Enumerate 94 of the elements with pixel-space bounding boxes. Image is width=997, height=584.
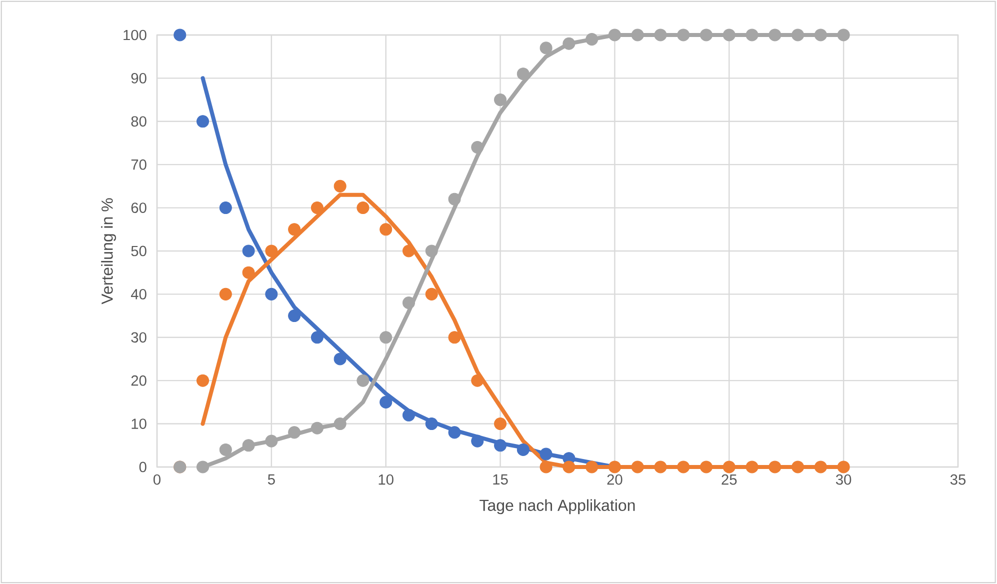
point [174, 28, 186, 42]
point [356, 202, 370, 214]
point [425, 244, 438, 258]
x-tick-label: 35 [950, 474, 966, 485]
y-tick-label: 50 [131, 246, 146, 256]
y-tick-label: 60 [131, 202, 146, 213]
point [265, 434, 278, 448]
point [837, 460, 850, 474]
point [540, 460, 552, 474]
point [677, 460, 690, 474]
point [448, 331, 461, 344]
point [746, 460, 758, 474]
point [402, 296, 416, 310]
point [288, 223, 301, 236]
point [425, 288, 438, 300]
x-tick-label: 5 [268, 474, 275, 485]
point [516, 443, 530, 456]
point [265, 288, 278, 300]
y-tick-label: 0 [139, 462, 146, 472]
y-tick-label: 80 [131, 116, 146, 127]
point [402, 408, 416, 422]
point [380, 223, 392, 236]
point [288, 310, 301, 322]
point [310, 202, 324, 214]
x-tick-label: 20 [607, 474, 622, 485]
point [196, 115, 210, 128]
point [654, 28, 667, 42]
y-tick-label: 70 [131, 159, 146, 170]
point [242, 266, 255, 279]
point [402, 244, 416, 258]
point [380, 331, 392, 344]
x-tick-label: 0 [153, 474, 160, 485]
point [310, 422, 324, 434]
point [540, 42, 552, 54]
y-tick-label: 20 [131, 375, 146, 386]
point [768, 28, 782, 42]
point [631, 28, 644, 42]
y-tick-label: 90 [131, 73, 146, 84]
x-axis-title: Tage nach Applikation [480, 499, 635, 514]
point [310, 331, 324, 344]
point [562, 37, 576, 50]
point [494, 94, 507, 106]
point [196, 374, 210, 387]
point [677, 28, 690, 42]
point [608, 460, 621, 474]
point [494, 439, 507, 452]
point [448, 426, 461, 439]
y-tick-label: 40 [130, 289, 146, 300]
point [265, 244, 278, 258]
x-tick-label: 10 [378, 474, 394, 485]
point [722, 28, 736, 42]
point [700, 460, 713, 474]
point [746, 28, 758, 42]
point [471, 374, 484, 387]
y-tick-label: 100 [124, 30, 146, 40]
x-tick-label: 30 [836, 474, 852, 485]
point [288, 426, 301, 439]
point [471, 141, 484, 154]
point [196, 460, 210, 474]
point [814, 460, 827, 474]
point [586, 460, 598, 474]
y-axis-title: Verteilung in % [101, 198, 116, 304]
point [494, 418, 507, 430]
point [356, 374, 370, 387]
x-tick-label: 25 [722, 474, 737, 485]
point [334, 180, 346, 192]
point [448, 192, 461, 206]
point [792, 460, 804, 474]
point [380, 396, 392, 408]
point [608, 28, 621, 42]
point [837, 28, 850, 42]
point [242, 439, 255, 452]
y-tick-label: 30 [131, 332, 146, 343]
point [700, 28, 713, 42]
point [219, 443, 232, 456]
point [540, 448, 552, 460]
x-tick-label: 15 [493, 474, 508, 485]
point [792, 28, 804, 42]
point [722, 460, 736, 474]
point [814, 28, 827, 42]
point [654, 460, 667, 474]
point [334, 352, 346, 366]
point [334, 418, 346, 430]
point [471, 434, 484, 448]
point [516, 68, 530, 80]
y-tick-label: 10 [132, 418, 146, 429]
point [562, 460, 576, 474]
point [586, 33, 598, 46]
point [768, 460, 782, 474]
point [425, 418, 438, 430]
point [631, 460, 644, 474]
point [242, 244, 255, 258]
point [219, 202, 232, 214]
point [219, 288, 232, 300]
